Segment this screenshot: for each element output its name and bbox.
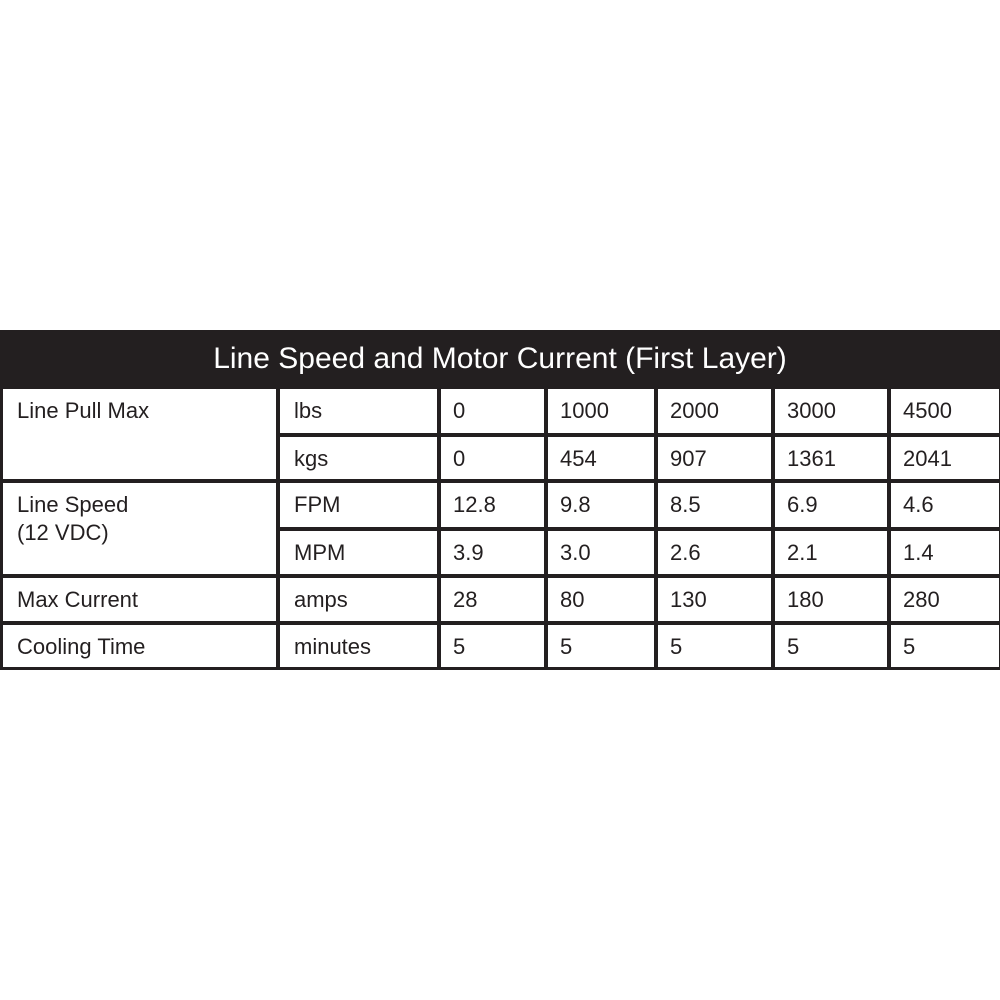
value-cell: 12.8: [441, 483, 544, 527]
unit-cell: FPM: [280, 483, 437, 527]
value-cell: 5: [548, 625, 654, 667]
value-cell: 4.6: [891, 483, 999, 527]
value-cell: 5: [658, 625, 771, 667]
value-cell: 454: [548, 437, 654, 479]
value-cell: 80: [548, 578, 654, 621]
row-label-line-speed: Line Speed (12 VDC): [3, 483, 276, 574]
unit-cell: MPM: [280, 531, 437, 574]
value-cell: 1000: [548, 389, 654, 433]
table-title: Line Speed and Motor Current (First Laye…: [213, 342, 787, 375]
value-cell: 5: [441, 625, 544, 667]
value-cell: 1361: [775, 437, 887, 479]
row-label-cooling-time: Cooling Time: [3, 625, 276, 667]
value-cell: 130: [658, 578, 771, 621]
row-label-max-current: Max Current: [3, 578, 276, 621]
value-cell: 5: [775, 625, 887, 667]
table-body: Line Pull Max lbs 0 1000 2000 3000 4500 …: [0, 388, 1000, 670]
unit-cell: kgs: [280, 437, 437, 479]
value-cell: 4500: [891, 389, 999, 433]
value-cell: 2000: [658, 389, 771, 433]
value-cell: 9.8: [548, 483, 654, 527]
value-cell: 2.6: [658, 531, 771, 574]
value-cell: 0: [441, 389, 544, 433]
value-cell: 907: [658, 437, 771, 479]
value-cell: 6.9: [775, 483, 887, 527]
value-cell: 5: [891, 625, 999, 667]
spec-table: Line Speed and Motor Current (First Laye…: [0, 330, 1000, 670]
value-cell: 3.9: [441, 531, 544, 574]
value-cell: 8.5: [658, 483, 771, 527]
row-label-line-speed-voltage: (12 VDC): [17, 520, 109, 545]
unit-cell: minutes: [280, 625, 437, 667]
value-cell: 0: [441, 437, 544, 479]
value-cell: 3000: [775, 389, 887, 433]
value-cell: 3.0: [548, 531, 654, 574]
value-cell: 1.4: [891, 531, 999, 574]
unit-cell: lbs: [280, 389, 437, 433]
value-cell: 280: [891, 578, 999, 621]
row-label-line-speed-text: Line Speed: [17, 492, 129, 517]
row-label-line-pull: Line Pull Max: [3, 389, 276, 479]
value-cell: 28: [441, 578, 544, 621]
value-cell: 2041: [891, 437, 999, 479]
value-cell: 2.1: [775, 531, 887, 574]
value-cell: 180: [775, 578, 887, 621]
unit-cell: amps: [280, 578, 437, 621]
